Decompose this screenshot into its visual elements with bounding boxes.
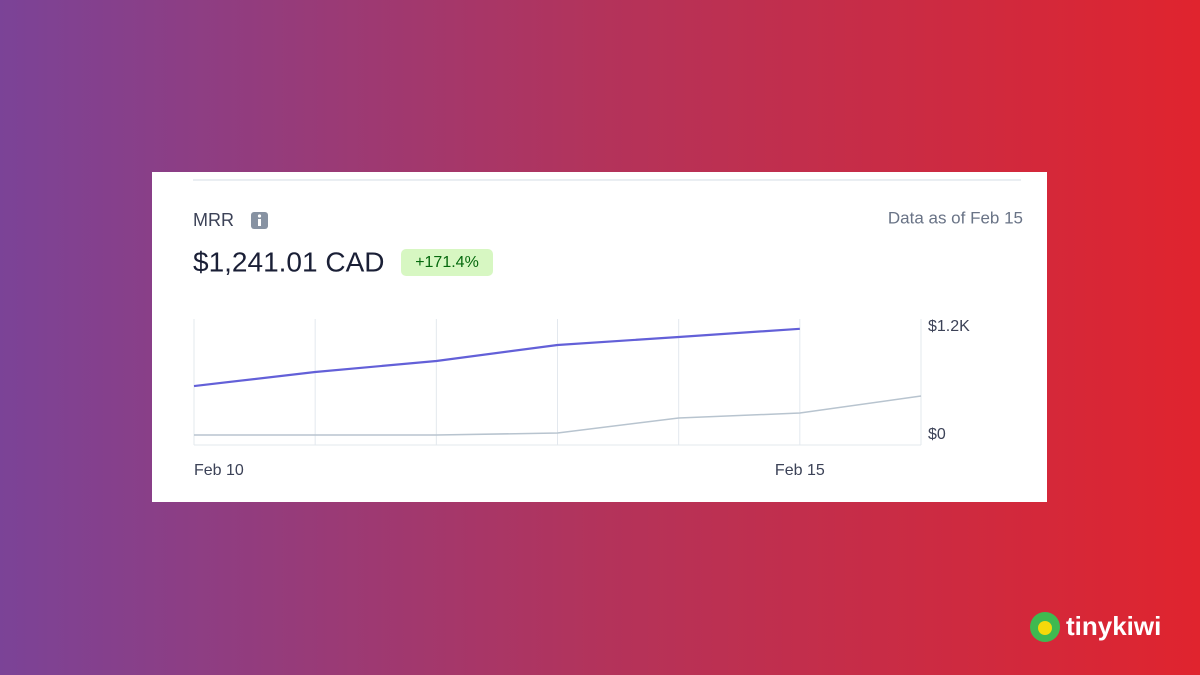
x-tick-label: Feb 15 xyxy=(775,462,825,479)
info-icon[interactable] xyxy=(251,212,268,229)
metric-label: MRR xyxy=(193,210,234,230)
data-as-of: Data as of Feb 15 xyxy=(888,208,1023,227)
chart: Feb 10 Feb 15 $0 $1.2K xyxy=(193,318,970,479)
series-line xyxy=(193,327,800,388)
series-line xyxy=(194,395,922,436)
change-value: +171.4% xyxy=(415,254,479,271)
change-badge xyxy=(401,249,493,276)
card xyxy=(152,172,1047,502)
y-tick-label: $0 xyxy=(928,426,946,443)
x-tick-label: Feb 10 xyxy=(194,462,244,479)
amount: $1,241.01 CAD xyxy=(193,246,384,277)
y-tick-label: $1.2K xyxy=(928,318,970,335)
brand-logo-center xyxy=(1038,621,1052,635)
brand-name: tinykiwi xyxy=(1066,611,1161,641)
